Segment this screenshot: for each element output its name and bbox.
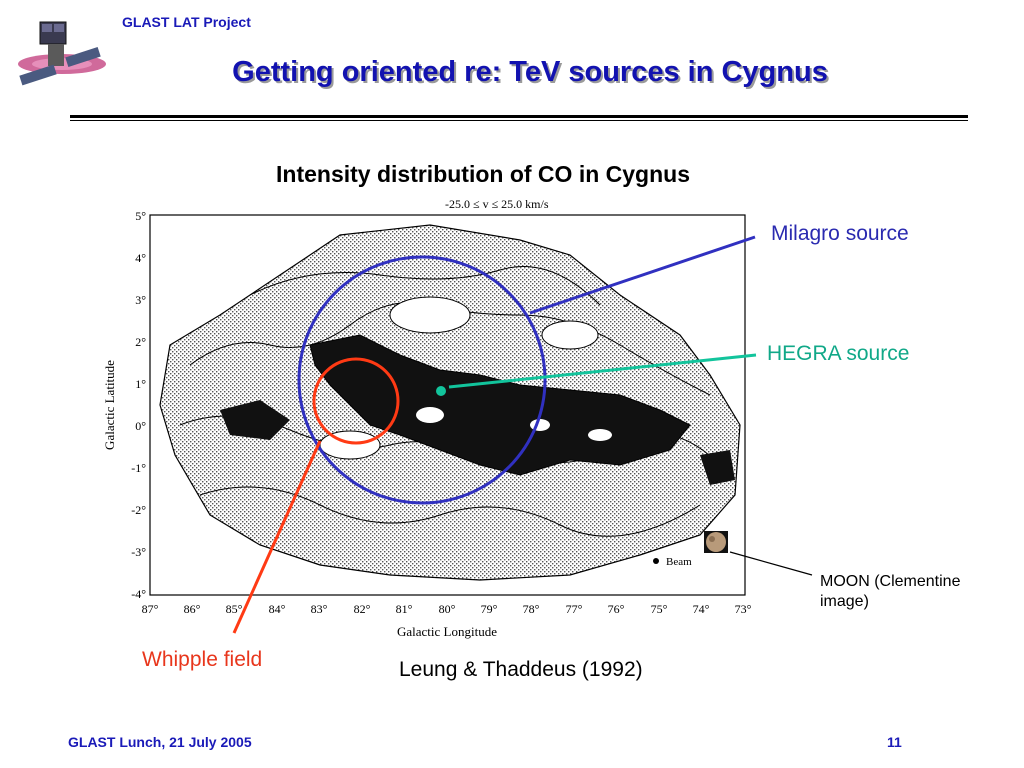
svg-text:2°: 2° <box>135 335 146 349</box>
svg-text:3°: 3° <box>135 293 146 307</box>
beam-label: Beam <box>666 556 692 568</box>
svg-text:-2°: -2° <box>131 503 146 517</box>
milagro-label: Milagro source <box>771 222 909 245</box>
svg-text:76°: 76° <box>608 602 625 616</box>
svg-text:-3°: -3° <box>131 545 146 559</box>
moon-label-line2: image) <box>820 593 869 610</box>
moon-label: MOON (Clementine image) <box>820 572 960 612</box>
co-intensity-map: -25.0 ≤ v ≤ 25.0 km/s 87° 86° 85° 84° 83… <box>102 197 813 639</box>
whipple-label: Whipple field <box>142 648 263 671</box>
whipple-circle <box>312 357 400 445</box>
svg-text:83°: 83° <box>311 602 328 616</box>
slide-title: Getting oriented re: TeV sources in Cygn… <box>232 56 828 88</box>
figure-credit: Leung & Thaddeus (1992) <box>399 658 643 681</box>
x-axis-label: Galactic Longitude <box>397 624 497 639</box>
svg-text:75°: 75° <box>651 602 668 616</box>
co-emission-region <box>159 224 741 581</box>
hegra-label: HEGRA source <box>767 342 910 365</box>
svg-text:-4°: -4° <box>131 587 146 601</box>
y-tick-labels: 5° 4° 3° 2° 1° 0° -1° -2° -3° -4° <box>131 209 146 601</box>
svg-text:73°: 73° <box>735 602 752 616</box>
moon-pointer-line <box>729 551 813 576</box>
svg-text:78°: 78° <box>523 602 540 616</box>
title-rule-thin <box>70 120 968 121</box>
svg-text:84°: 84° <box>269 602 286 616</box>
glast-satellite-logo <box>18 21 106 86</box>
footer-page-number: 11 <box>887 734 902 750</box>
svg-text:87°: 87° <box>142 602 159 616</box>
svg-text:-1°: -1° <box>131 461 146 475</box>
svg-text:1°: 1° <box>135 377 146 391</box>
svg-text:5°: 5° <box>135 209 146 223</box>
whipple-pointer-line <box>232 440 322 634</box>
svg-text:82°: 82° <box>354 602 371 616</box>
svg-text:0°: 0° <box>135 419 146 433</box>
milagro-pointer-line <box>529 235 756 315</box>
hegra-dot <box>436 386 446 396</box>
svg-text:86°: 86° <box>184 602 201 616</box>
figure-subtitle: Intensity distribution of CO in Cygnus <box>276 161 690 187</box>
velocity-range: -25.0 ≤ v ≤ 25.0 km/s <box>445 197 549 211</box>
svg-text:77°: 77° <box>566 602 583 616</box>
svg-text:85°: 85° <box>226 602 243 616</box>
moon-label-line1: MOON (Clementine <box>820 573 961 590</box>
moon-crater <box>709 536 715 542</box>
header-project: GLAST LAT Project <box>122 14 251 30</box>
svg-text:74°: 74° <box>693 602 710 616</box>
footer-event: GLAST Lunch, 21 July 2005 <box>68 734 252 750</box>
hegra-pointer-line <box>448 353 757 389</box>
moon-image <box>706 532 726 552</box>
svg-text:81°: 81° <box>396 602 413 616</box>
title-rule <box>70 115 968 118</box>
svg-text:4°: 4° <box>135 251 146 265</box>
svg-text:79°: 79° <box>481 602 498 616</box>
y-axis-label: Galactic Latitude <box>102 360 117 450</box>
svg-text:80°: 80° <box>439 602 456 616</box>
x-tick-labels: 87° 86° 85° 84° 83° 82° 81° 80° 79° 78° … <box>142 602 752 616</box>
beam-dot <box>653 558 659 564</box>
milagro-circle <box>297 255 547 505</box>
